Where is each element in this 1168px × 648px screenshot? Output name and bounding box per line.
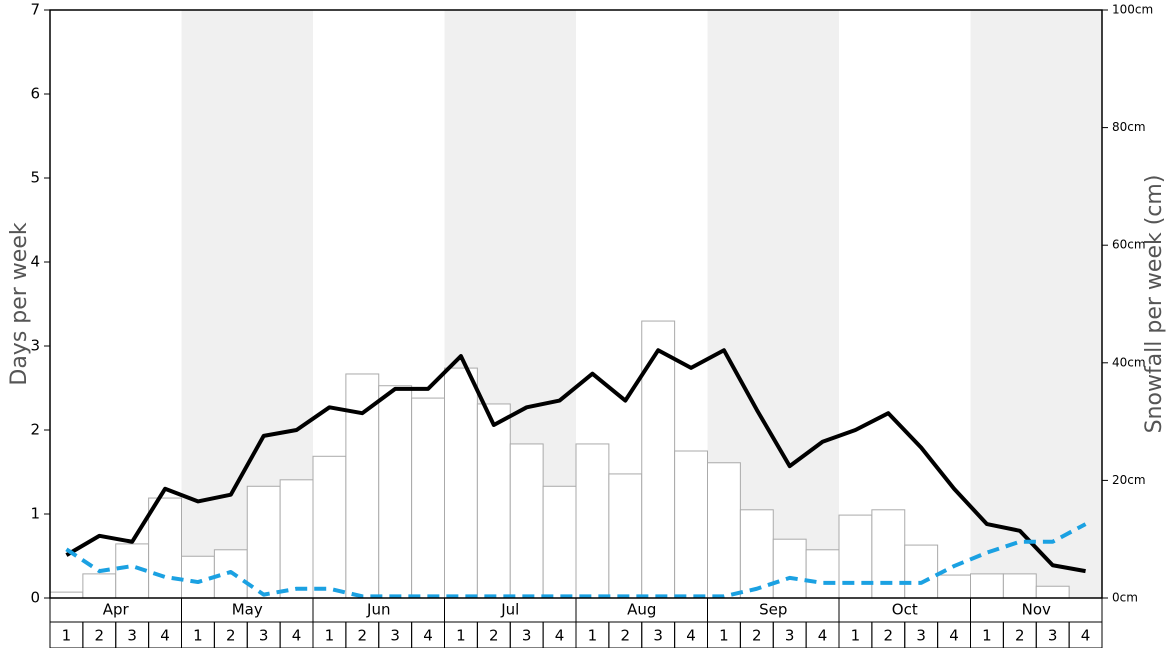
bar xyxy=(838,514,873,599)
y-tick-label: 4 xyxy=(30,253,40,271)
month-label: Jul xyxy=(500,601,519,619)
bar xyxy=(805,549,840,599)
x-tick-label: 3 xyxy=(1048,627,1058,645)
bar xyxy=(542,485,577,599)
y2-tick-label: 20cm xyxy=(1112,473,1146,487)
x-tick-label: 1 xyxy=(588,627,598,645)
y2-tick-label: 80cm xyxy=(1112,120,1146,134)
x-tick-label: 4 xyxy=(818,627,828,645)
bar xyxy=(674,450,708,599)
bar xyxy=(1035,585,1070,599)
week-cell xyxy=(1068,621,1103,648)
x-tick-label: 3 xyxy=(259,627,269,645)
x-tick-label: 2 xyxy=(226,627,236,645)
y-axis-title: Days per week xyxy=(7,222,32,385)
bar xyxy=(444,367,478,599)
x-tick-label: 2 xyxy=(884,627,894,645)
x-tick-label: 4 xyxy=(1081,627,1091,645)
y-tick-label: 5 xyxy=(30,169,40,187)
bar xyxy=(772,538,807,599)
y-tick-label: 2 xyxy=(30,421,40,439)
bar xyxy=(411,397,445,599)
x-tick-label: 2 xyxy=(95,627,105,645)
x-tick-label: 2 xyxy=(489,627,499,645)
bar xyxy=(509,443,544,599)
bar xyxy=(970,573,1004,599)
x-tick-label: 4 xyxy=(423,627,433,645)
bar xyxy=(1002,573,1037,599)
y-tick-label: 1 xyxy=(30,505,40,523)
x-tick-label: 1 xyxy=(193,627,203,645)
y-tick-label: 3 xyxy=(30,337,40,355)
x-tick-label: 1 xyxy=(851,627,861,645)
x-tick-label: 3 xyxy=(127,627,137,645)
month-label: Nov xyxy=(1022,601,1051,619)
bar xyxy=(82,573,117,599)
y2-tick-label: 100cm xyxy=(1112,3,1153,17)
month-shade xyxy=(970,10,1102,598)
x-tick-label: 3 xyxy=(785,627,795,645)
month-label: Aug xyxy=(627,601,656,619)
bar xyxy=(279,479,314,599)
x-tick-label: 3 xyxy=(522,627,532,645)
bar xyxy=(641,320,676,599)
dashed-line xyxy=(65,522,1087,599)
month-label: May xyxy=(232,601,263,619)
x-tick-label: 2 xyxy=(621,627,631,645)
x-tick-label: 1 xyxy=(456,627,466,645)
month-label: Oct xyxy=(892,601,918,619)
x-tick-label: 1 xyxy=(325,627,335,645)
x-tick-label: 1 xyxy=(62,627,72,645)
y2-tick-label: 60cm xyxy=(1112,238,1146,252)
x-tick-label: 2 xyxy=(358,627,368,645)
x-tick-label: 3 xyxy=(653,627,663,645)
x-tick-label: 3 xyxy=(916,627,926,645)
bar xyxy=(575,443,610,599)
x-tick-label: 4 xyxy=(292,627,302,645)
y2-tick-label: 40cm xyxy=(1112,355,1146,369)
x-tick-label: 2 xyxy=(1015,627,1025,645)
bar xyxy=(904,544,939,599)
x-tick-label: 3 xyxy=(390,627,400,645)
x-tick-label: 4 xyxy=(555,627,565,645)
bar xyxy=(345,373,380,599)
x-tick-label: 1 xyxy=(719,627,729,645)
bar xyxy=(378,385,413,599)
month-label: Jun xyxy=(366,601,390,619)
bar xyxy=(148,497,182,599)
y2-tick-label: 0cm xyxy=(1112,591,1138,605)
y2-axis-title: Snowfall per week (cm) xyxy=(1142,175,1167,434)
month-label: Apr xyxy=(103,601,130,619)
bar xyxy=(707,462,741,599)
y-tick-label: 7 xyxy=(30,1,40,19)
x-tick-label: 2 xyxy=(752,627,762,645)
line xyxy=(65,348,1086,574)
bar xyxy=(246,485,281,599)
x-tick-label: 1 xyxy=(982,627,992,645)
y-tick-label: 0 xyxy=(30,589,40,607)
bar xyxy=(608,473,643,599)
bar xyxy=(312,455,347,599)
y-tick-label: 6 xyxy=(30,85,40,103)
bar xyxy=(937,574,971,599)
month-label: Sep xyxy=(759,601,787,619)
bar xyxy=(49,591,84,599)
x-tick-label: 4 xyxy=(160,627,170,645)
bar xyxy=(476,403,511,599)
x-tick-label: 4 xyxy=(949,627,959,645)
x-tick-label: 4 xyxy=(686,627,696,645)
